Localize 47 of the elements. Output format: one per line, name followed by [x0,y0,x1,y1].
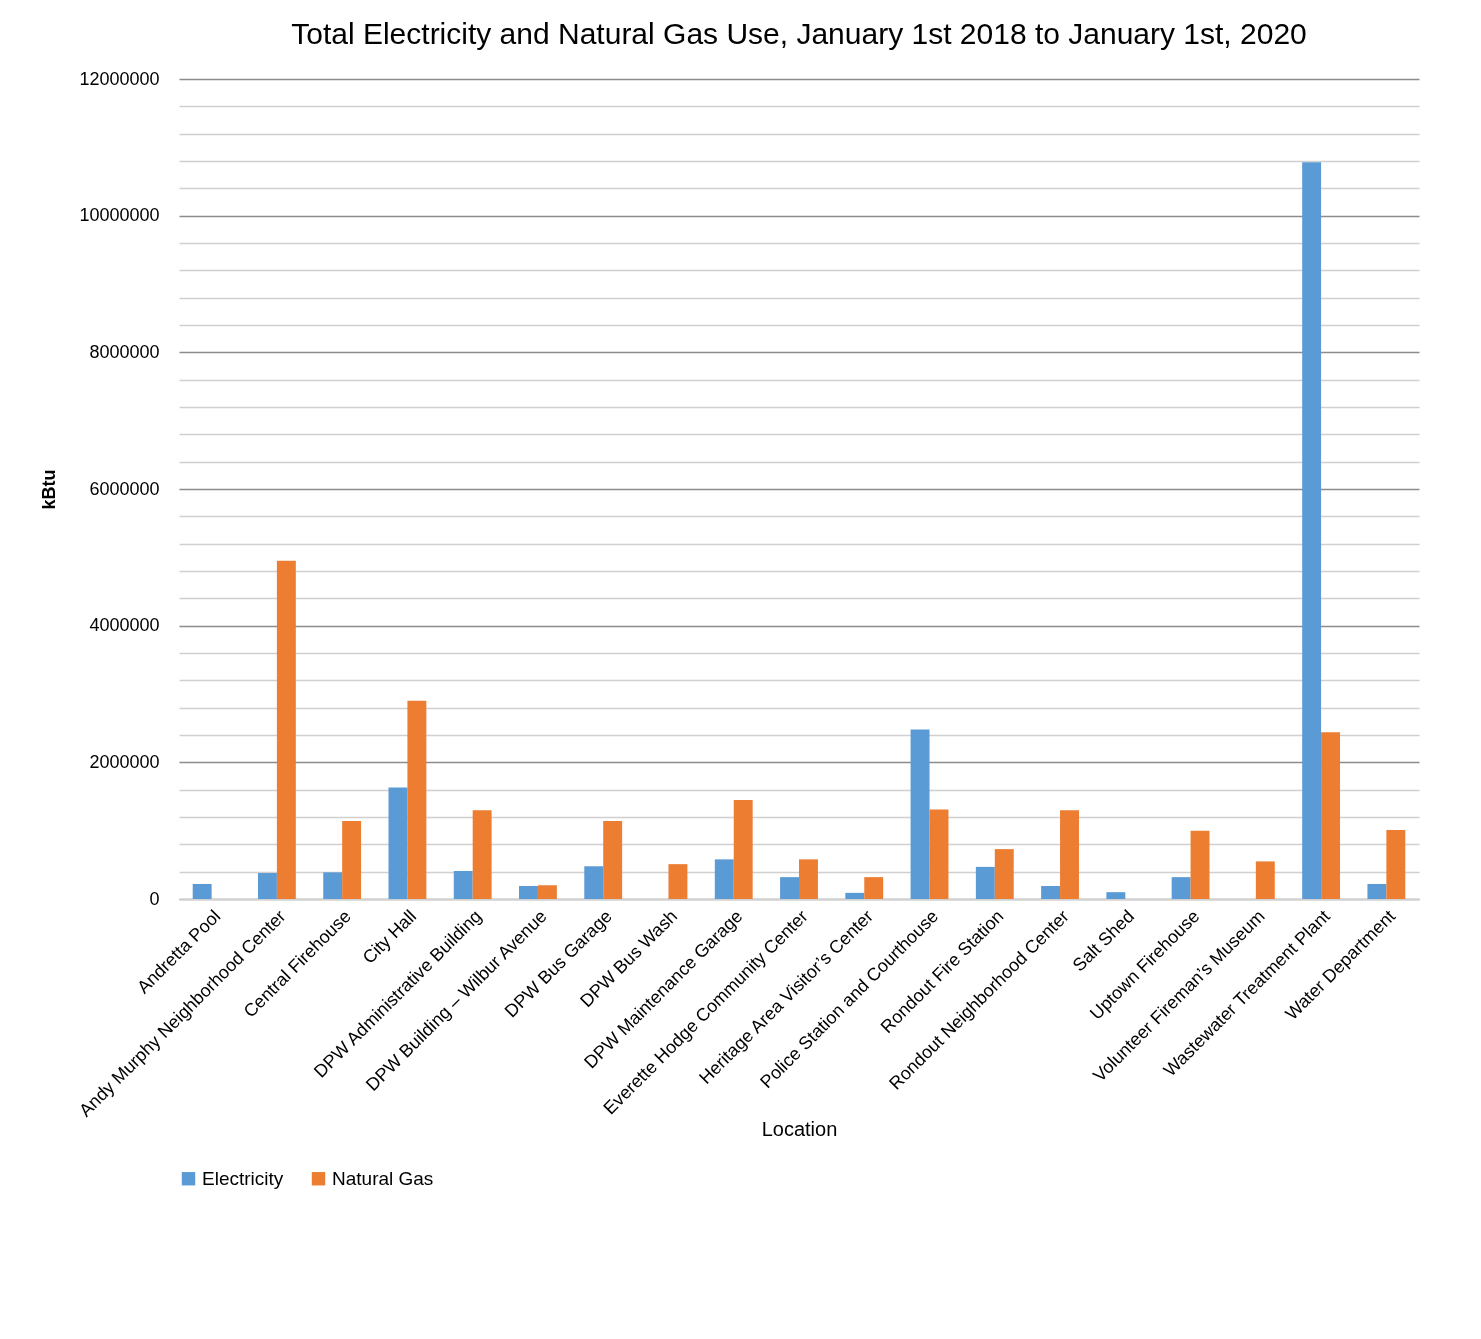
bar [453,870,473,899]
bar [519,886,538,899]
x-tick-label: City Hall [358,906,421,968]
bar [929,809,949,899]
bar [714,859,734,899]
x-axis-title: Location [761,1117,838,1140]
bar [342,821,362,899]
bar [864,877,884,899]
bar [323,872,343,899]
bar [1060,810,1079,899]
y-tick-label: 4000000 [89,615,160,636]
bar [276,560,296,899]
bar [1106,892,1126,899]
y-tick-label: 6000000 [89,478,160,499]
bar [1171,877,1191,899]
bar [994,849,1014,899]
bar [407,700,427,899]
bar [472,810,492,899]
bar [910,729,930,899]
bar [192,883,212,899]
legend-label: Natural Gas [332,1167,434,1189]
bar [603,821,623,899]
bar [975,866,995,899]
bar [799,859,818,899]
bar [668,864,688,899]
bar [584,866,604,899]
y-tick-label: 10000000 [79,205,160,226]
legend-label: Electricity [202,1167,284,1189]
y-tick-label: 8000000 [89,341,160,362]
bar [780,877,799,899]
bar [1190,830,1210,899]
bar [257,873,277,899]
bar [733,799,753,899]
chart-title: Total Electricity and Natural Gas Use, January 1st 2018 to January 1st, 2020 [291,17,1307,50]
bar [1302,162,1322,899]
bar [1255,861,1275,899]
bar [1041,886,1061,899]
bar [1386,829,1406,899]
bar [388,787,408,899]
bar [1367,883,1387,899]
bar [845,892,865,899]
bar [1321,732,1341,899]
y-tick-label: 2000000 [89,751,160,772]
bar [537,885,557,899]
y-tick-label: 0 [149,888,160,909]
y-axis-title: kBtu [39,469,60,510]
y-tick-label: 12000000 [79,68,160,89]
